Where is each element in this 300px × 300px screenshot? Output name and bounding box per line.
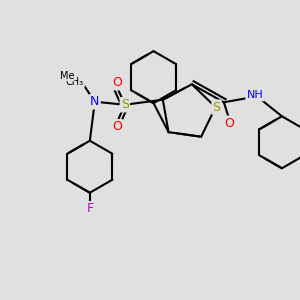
Text: NH: NH [247,90,263,100]
Text: F: F [86,202,93,215]
Text: O: O [224,117,234,130]
Text: CH₃: CH₃ [66,77,84,87]
Text: S: S [121,98,129,111]
Text: O: O [112,76,122,89]
Text: S: S [213,100,220,114]
Text: N: N [90,95,100,108]
Text: O: O [112,120,122,133]
Text: Me: Me [60,71,74,81]
